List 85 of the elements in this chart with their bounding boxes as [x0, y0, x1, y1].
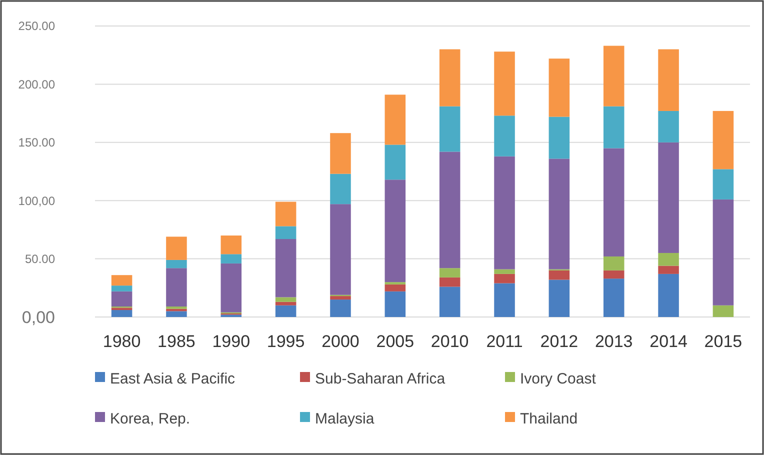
bar — [275, 302, 296, 306]
x-tick-label: 2000 — [322, 332, 360, 351]
bar — [603, 106, 624, 148]
bar — [439, 286, 460, 317]
bar — [712, 199, 734, 306]
legend-label: East Asia & Pacific — [110, 370, 236, 388]
bar — [658, 110, 679, 142]
bar — [166, 260, 187, 268]
x-tick-label: 2005 — [376, 332, 414, 351]
bar — [220, 254, 242, 264]
bar — [658, 252, 679, 266]
bar — [275, 239, 296, 298]
bar — [384, 180, 406, 282]
bar — [494, 116, 515, 156]
bar — [275, 226, 296, 240]
bar — [603, 148, 624, 256]
bar — [111, 308, 132, 310]
y-tick-label: 100,00 — [18, 194, 56, 208]
bar — [603, 278, 624, 317]
legend-label: Korea, Rep. — [110, 410, 190, 428]
bar — [330, 300, 351, 317]
bar — [603, 46, 624, 106]
bar — [712, 110, 734, 170]
bar — [330, 174, 351, 204]
bar — [220, 236, 242, 254]
bar — [275, 297, 296, 302]
x-tick-label: 2015 — [704, 332, 742, 351]
bar — [712, 169, 734, 200]
bar — [548, 280, 570, 317]
bar — [111, 291, 132, 307]
bar — [658, 274, 679, 317]
legend-label: Sub-Saharan Africa — [315, 370, 446, 388]
bar — [166, 268, 187, 307]
bar — [330, 204, 351, 295]
x-tick-label: 1990 — [212, 332, 250, 351]
bar — [658, 266, 679, 274]
bar — [439, 268, 460, 278]
bar — [494, 156, 515, 270]
bar — [439, 277, 460, 287]
y-tick-label: 150.00 — [18, 136, 56, 150]
bar — [330, 296, 351, 300]
x-tick-label: 2012 — [540, 332, 578, 351]
bar — [439, 49, 460, 106]
bar — [494, 269, 515, 274]
bar — [712, 305, 734, 317]
bar — [494, 52, 515, 116]
y-tick-label: 200.00 — [18, 77, 56, 92]
bar — [384, 144, 406, 180]
bar — [494, 274, 515, 284]
bar — [439, 152, 460, 268]
bar — [384, 94, 406, 145]
bar — [111, 310, 132, 317]
y-tick-label: 0,00 — [22, 308, 55, 327]
bar — [548, 158, 570, 270]
bar — [166, 236, 187, 260]
bar — [494, 283, 515, 317]
bar — [548, 270, 570, 280]
bar — [220, 263, 242, 312]
bar — [548, 116, 570, 159]
x-tick-label: 2014 — [650, 332, 688, 351]
legend-label: Thailand — [520, 410, 578, 428]
x-tick-label: 2013 — [594, 332, 633, 351]
bar — [166, 311, 187, 317]
bar — [548, 58, 570, 117]
bar — [603, 270, 624, 279]
y-tick-label: 250.00 — [18, 19, 56, 34]
bar — [330, 133, 351, 174]
bar — [658, 49, 679, 111]
x-tick-label: 2011 — [486, 332, 523, 351]
x-tick-label: 1980 — [102, 332, 141, 351]
x-tick-label: 1985 — [158, 332, 196, 351]
bar — [111, 286, 132, 292]
bar — [439, 106, 460, 152]
y-tick-label: 50.00 — [24, 252, 56, 266]
bar — [111, 275, 132, 286]
bar — [275, 305, 296, 317]
x-tick-label: 1995 — [266, 332, 305, 351]
x-tick-label: 2010 — [430, 332, 469, 351]
legend-label: Ivory Coast — [520, 370, 597, 388]
bar — [275, 202, 296, 226]
legend-label: Malaysia — [315, 410, 375, 428]
bar — [603, 256, 624, 270]
bar — [658, 142, 679, 253]
bar — [384, 291, 406, 317]
bar — [384, 284, 406, 292]
